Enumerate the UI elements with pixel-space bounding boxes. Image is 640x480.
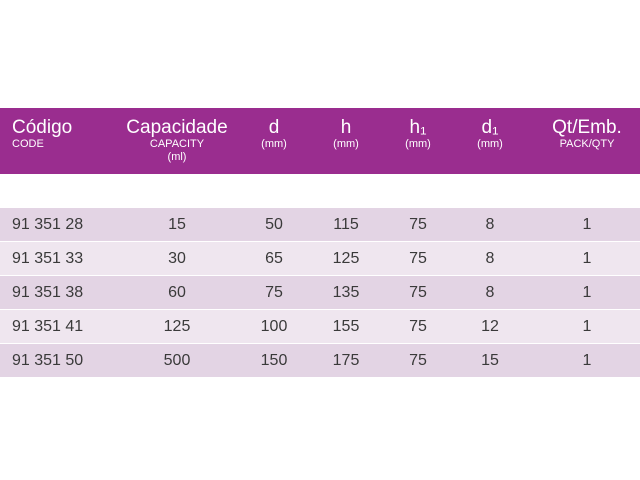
cell-code: 91 351 41 <box>12 318 84 335</box>
cell-code: 91 351 50 <box>12 352 84 369</box>
header-h1: h₁ (mm) <box>388 108 448 174</box>
cell-qty: 1 <box>582 216 592 233</box>
table-row: 91 351 33 30 65 125 75 8 1 <box>0 242 640 276</box>
header-d: d (mm) <box>244 108 304 174</box>
cell-h: 175 <box>332 352 360 369</box>
header-ml-unit: (ml) <box>167 151 187 163</box>
header-h1-unit: (mm) <box>405 138 431 150</box>
header-d1-label: d₁ <box>481 117 499 138</box>
header-codigo-label: Código <box>12 117 73 138</box>
header-h: h (mm) <box>316 108 376 174</box>
cell-capacity: 60 <box>168 284 186 301</box>
header-h1-label: h₁ <box>409 117 427 138</box>
cell-h1: 75 <box>409 216 427 233</box>
header-d1: d₁ (mm) <box>460 108 520 174</box>
cell-code: 91 351 33 <box>12 250 84 267</box>
table-row: 91 351 38 60 75 135 75 8 1 <box>0 276 640 310</box>
header-code-label: CODE <box>12 138 44 150</box>
cell-d1: 8 <box>485 250 495 267</box>
cell-h1: 75 <box>409 318 427 335</box>
cell-d: 75 <box>265 284 283 301</box>
cell-d1: 8 <box>485 284 495 301</box>
cell-capacity: 15 <box>168 216 186 233</box>
cell-qty: 1 <box>582 352 592 369</box>
product-table: Código CODE Capacidade CAPACITY (ml) d (… <box>0 108 640 378</box>
cell-capacity: 30 <box>168 250 186 267</box>
header-code: Código CODE <box>12 108 112 174</box>
header-capacity: Capacidade CAPACITY (ml) <box>117 108 237 174</box>
cell-h1: 75 <box>409 250 427 267</box>
header-h-unit: (mm) <box>333 138 359 150</box>
header-spacer <box>0 174 640 208</box>
cell-h1: 75 <box>409 284 427 301</box>
cell-h: 115 <box>333 216 359 233</box>
cell-qty: 1 <box>582 318 592 335</box>
header-qty: Qt/Emb. PACK/QTY <box>540 108 634 174</box>
header-h-label: h <box>340 117 352 138</box>
cell-qty: 1 <box>582 284 592 301</box>
cell-h: 155 <box>332 318 360 335</box>
header-capacity-label: CAPACITY <box>149 138 205 150</box>
cell-d: 150 <box>260 352 288 369</box>
cell-h1: 75 <box>409 352 427 369</box>
header-d1-unit: (mm) <box>477 138 503 150</box>
cell-h: 125 <box>332 250 360 267</box>
header-capacidade-label: Capacidade <box>126 117 228 138</box>
cell-code: 91 351 38 <box>12 284 84 301</box>
table-row: 91 351 50 500 150 175 75 15 1 <box>0 344 640 378</box>
header-d-unit: (mm) <box>261 138 287 150</box>
table-row: 91 351 41 125 100 155 75 12 1 <box>0 310 640 344</box>
table-header: Código CODE Capacidade CAPACITY (ml) d (… <box>0 108 640 174</box>
cell-d1: 12 <box>481 318 499 335</box>
cell-capacity: 500 <box>163 352 191 369</box>
cell-d: 50 <box>265 216 283 233</box>
cell-code: 91 351 28 <box>12 216 84 233</box>
header-pack-label: PACK/QTY <box>559 138 615 150</box>
cell-h: 135 <box>332 284 360 301</box>
cell-d1: 15 <box>481 352 499 369</box>
cell-d1: 8 <box>485 216 495 233</box>
table-body: 91 351 28 15 50 115 75 8 1 91 351 33 30 65 125 75 8 1… <box>0 208 640 378</box>
header-d-label: d <box>268 117 280 138</box>
cell-d: 65 <box>265 250 283 267</box>
cell-capacity: 125 <box>163 318 191 335</box>
cell-d: 100 <box>260 318 288 335</box>
header-qt-label: Qt/Emb. <box>552 117 622 138</box>
cell-qty: 1 <box>582 250 592 267</box>
table-row: 91 351 28 15 50 115 75 8 1 <box>0 208 640 242</box>
